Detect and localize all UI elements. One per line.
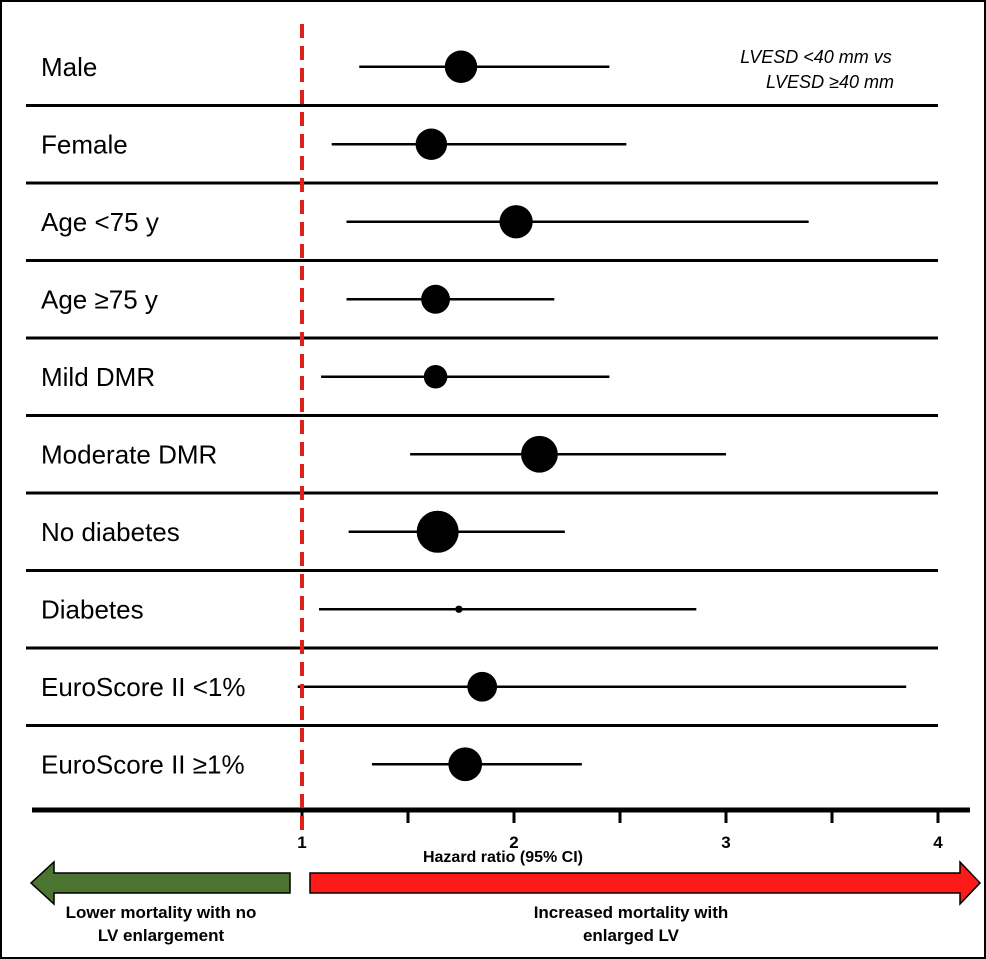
x-axis: 1 2 3 4 — [32, 807, 970, 852]
x-tick-label: 4 — [933, 833, 943, 852]
left-arrow-label-line-2: LV enlargement — [98, 926, 225, 945]
row-label: EuroScore II ≥1% — [41, 750, 245, 780]
point-estimate — [448, 747, 483, 782]
row-label: Male — [41, 52, 97, 82]
x-tick-label: 2 — [509, 833, 518, 852]
forest-row-age-75-y: Age <75 y — [26, 205, 938, 262]
x-tick-label: 1 — [297, 833, 306, 852]
x-tick-label: 3 — [721, 833, 730, 852]
row-label: Female — [41, 130, 128, 160]
point-estimate — [467, 671, 498, 702]
forest-row-age-75-y: Age ≥75 y — [26, 284, 938, 340]
rows-layer: Male Female Age <75 y Age ≥75 y Mild DMR Mode… — [26, 50, 938, 782]
forest-row-euroscore-ii-1: EuroScore II <1% — [26, 671, 938, 727]
point-estimate — [499, 205, 533, 239]
point-estimate — [521, 435, 558, 473]
row-label: Age <75 y — [41, 207, 159, 237]
forest-row-male: Male — [26, 50, 938, 107]
row-label: No diabetes — [41, 517, 180, 547]
point-estimate — [455, 605, 463, 613]
row-label: Mild DMR — [41, 362, 155, 392]
forest-row-mild-dmr: Mild DMR — [26, 362, 938, 417]
lower-mortality-arrow — [29, 860, 291, 906]
increased-mortality-arrow — [309, 860, 982, 906]
forest-row-female: Female — [26, 128, 938, 185]
right-arrow-label-line-2: enlarged LV — [583, 926, 680, 945]
point-estimate — [423, 364, 448, 389]
forest-row-no-diabetes: No diabetes — [26, 510, 938, 572]
row-label: EuroScore II <1% — [41, 672, 246, 702]
point-estimate — [421, 284, 450, 314]
point-estimate — [444, 50, 478, 83]
forest-row-moderate-dmr: Moderate DMR — [26, 435, 938, 495]
row-label: Diabetes — [41, 595, 144, 625]
row-label: Age ≥75 y — [41, 285, 158, 315]
left-arrow-label-line-1: Lower mortality with no — [66, 903, 257, 922]
right-arrow-label-line-1: Increased mortality with — [534, 903, 729, 922]
row-label: Moderate DMR — [41, 440, 217, 470]
forest-row-euroscore-ii-1: EuroScore II ≥1% — [41, 747, 582, 782]
point-estimate — [416, 510, 459, 553]
annotation-line-2: LVESD ≥40 mm — [766, 72, 894, 92]
annotation-line-1: LVESD <40 mm vs — [740, 47, 892, 67]
forest-row-diabetes: Diabetes — [26, 595, 938, 650]
point-estimate — [415, 128, 448, 161]
x-axis-label: Hazard ratio (95% CI) — [423, 849, 583, 866]
